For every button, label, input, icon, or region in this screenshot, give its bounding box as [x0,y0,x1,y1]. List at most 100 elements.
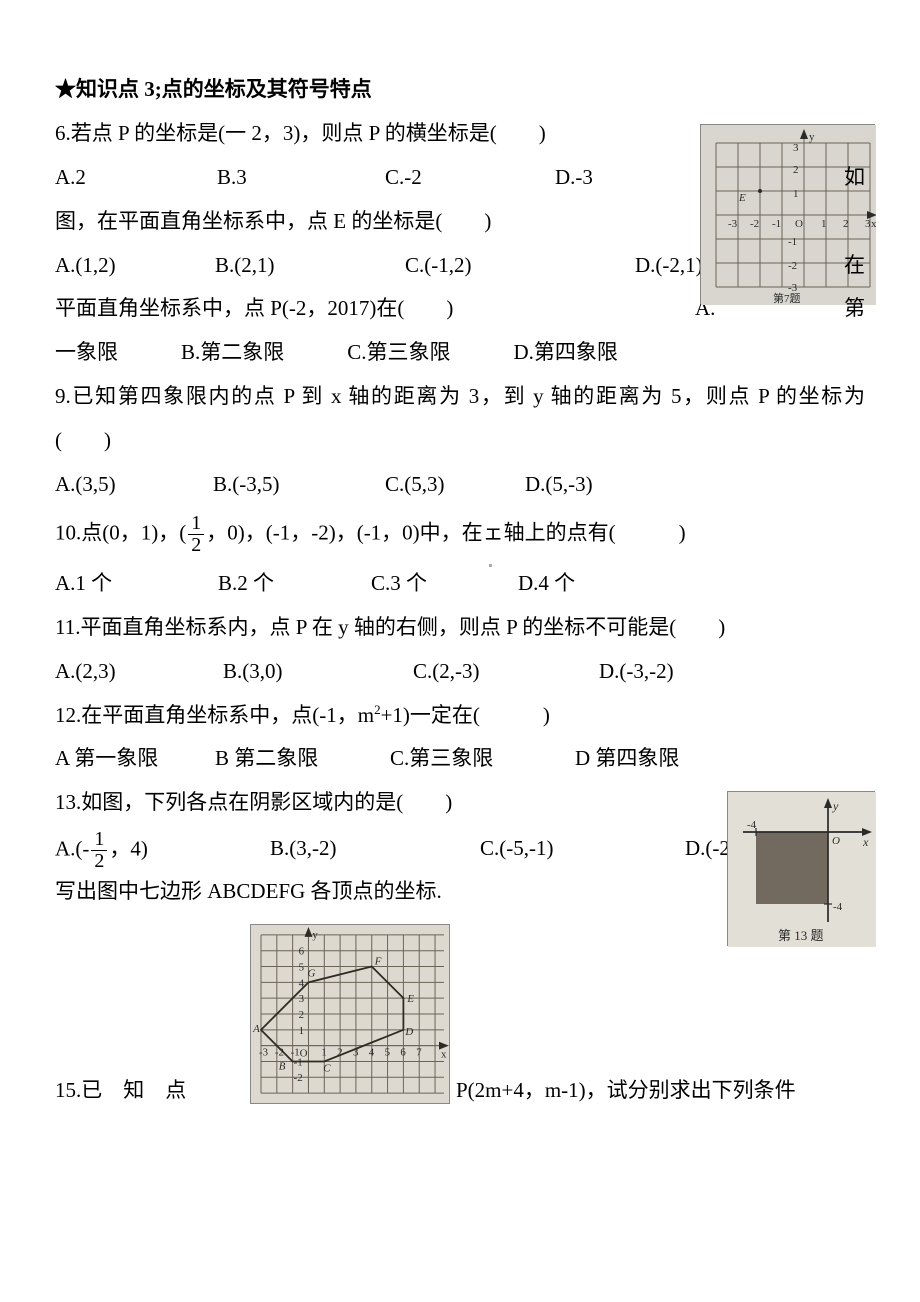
q11-opt-d: D.(-3,-2) [599,652,674,692]
svg-text:x: x [441,1049,447,1061]
svg-text:-1: -1 [788,236,797,248]
q10-text: 10.点(0，1)，(12，0)，(-1，-2)，(-1，0)中，在ェ轴上的点有… [55,513,865,556]
q8-wrap-a: 在 [844,246,865,286]
svg-text:5: 5 [299,962,304,974]
svg-text:O: O [795,218,803,230]
q13-opta-frac: 12 [91,829,107,872]
center-marker-icon [489,564,492,567]
svg-text:6: 6 [299,946,305,958]
svg-text:O: O [832,835,840,847]
svg-text:5: 5 [385,1047,390,1059]
q13-opt-a: A.(-12，4) [55,829,270,872]
q8-text-a: 平面直角坐标系中，点 P(-2，2017)在( ) [55,289,695,329]
q12-opt-b: B 第二象限 [215,739,390,779]
q6-opt-c: C.-2 [385,158,555,198]
q10-frac-den: 2 [188,535,204,556]
svg-text:3: 3 [793,142,799,154]
svg-text:E: E [406,993,414,1005]
q6-opt-a: A.2 [55,158,217,198]
svg-text:F: F [374,956,382,968]
svg-text:3: 3 [299,993,304,1005]
q12-text-span: 12.在平面直角坐标系中，点(-1，m2+1)一定在( ) [55,703,550,727]
svg-text:A: A [252,1023,260,1035]
q13-opta-num: 1 [91,829,107,851]
q9-opt-b: B.(-3,5) [213,465,385,505]
q15-text: P(2m+4，m-1)，试分别求出下列条件 [450,916,796,1111]
q9-text-b: ( ) [55,421,865,461]
svg-text:-2: -2 [750,218,759,230]
svg-text:y: y [312,929,318,941]
q10-frac-num: 1 [188,513,204,535]
svg-text:-3: -3 [728,218,738,230]
svg-text:6: 6 [400,1047,406,1059]
q10-frac: 12 [188,513,204,556]
q8-text-b: 一象限 B.第二象限 C.第三象限 D.第四象限 [55,333,865,373]
q8-wrap-b: 第 [844,289,865,329]
svg-text:4: 4 [299,977,305,989]
q12-opt-c: C.第三象限 [390,739,575,779]
q7-opt-a: A.(1,2) [55,246,215,286]
svg-text:y: y [809,131,815,143]
svg-text:1: 1 [321,1047,326,1059]
content-block: y x O E -3-2-1 123 123 -1-2-3 第7题 6.若点 P… [55,114,865,1111]
svg-text:2: 2 [299,1009,304,1021]
svg-text:x: x [862,835,869,849]
q13-opt-b: B.(3,-2) [270,829,480,872]
q12-opt-a: A 第一象限 [55,739,215,779]
q10-opt-d: D.4 个 [518,564,575,604]
svg-text:y: y [832,799,839,813]
q9-opt-c: C.(5,3) [385,465,525,505]
q11-opt-a: A.(2,3) [55,652,223,692]
q12-opt-d: D 第四象限 [575,739,679,779]
svg-text:-1: -1 [772,218,781,230]
svg-text:1: 1 [793,188,799,200]
svg-text:3: 3 [865,218,871,230]
q10-opt-a: A.1 个 [55,564,218,604]
q9-text-a: 9.已知第四象限内的点 P 到 x 轴的距离为 3，到 y 轴的距离为 5，则点… [55,377,865,417]
svg-text:2: 2 [793,164,799,176]
q7-opt-d: D.(-2,1) [635,246,710,286]
figure-14-wrapper: yx O A B C D E F G -3-2-1 123 4567 123 4… [250,916,450,1106]
svg-text:2: 2 [337,1047,342,1059]
svg-text:x: x [871,218,876,230]
svg-text:C: C [323,1062,331,1074]
svg-text:2: 2 [843,218,849,230]
q13-opta-pre: A.(- [55,837,89,861]
q10-post: ，0)，(-1，-2)，(-1，0)中，在ェ轴上的点有( ) [206,520,685,544]
svg-text:3: 3 [353,1047,358,1059]
q9-options: A.(3,5) B.(-3,5) C.(5,3) D.(5,-3) [55,465,865,505]
svg-text:-2: -2 [275,1047,284,1059]
q13-opt-c: C.(-5,-1) [480,829,685,872]
svg-text:B: B [279,1061,286,1073]
q11-text: 11.平面直角坐标系内，点 P 在 y 轴的右侧，则点 P 的坐标不可能是( ) [55,608,865,648]
q10-opt-c: C.3 个 [371,564,483,604]
q15-line: 15.已 知 点 [55,916,865,1111]
q7-opt-b: B.(2,1) [215,246,405,286]
q6-opt-d: D.-3 [555,158,710,198]
svg-text:D: D [404,1026,413,1038]
svg-text:-4: -4 [833,901,843,913]
svg-text:7: 7 [416,1047,422,1059]
svg-text:第7题: 第7题 [773,291,801,305]
q11-opt-b: B.(3,0) [223,652,413,692]
svg-text:E: E [738,192,746,204]
q13-block: y x O -4 -4 第 13 题 13.如图，下列各点在阴影区域内的是( )… [55,783,865,912]
svg-text:G: G [307,968,315,980]
svg-text:-1: -1 [294,1057,303,1069]
svg-text:1: 1 [299,1025,304,1037]
svg-text:4: 4 [369,1047,375,1059]
q9-opt-a: A.(3,5) [55,465,213,505]
svg-text:-2: -2 [294,1072,303,1084]
q10-options: A.1 个 B.2 个 C.3 个 D.4 个 [55,564,865,604]
q15-lead: 15.已 知 点 [55,916,250,1111]
q12-text: 12.在平面直角坐标系中，点(-1，m2+1)一定在( ) [55,696,865,736]
q7-opt-c: C.(-1,2) [405,246,635,286]
q7-wrap-a: 如 [844,158,865,198]
svg-text:-2: -2 [788,260,797,272]
q9-opt-d: D.(5,-3) [525,465,593,505]
svg-text:1: 1 [821,218,827,230]
q13-opta-post: ，4) [109,837,148,861]
q12-options: A 第一象限 B 第二象限 C.第三象限 D 第四象限 [55,739,865,779]
q10-pre: 10.点(0，1)，( [55,520,186,544]
q10-opt-b: B.2 个 [218,564,371,604]
